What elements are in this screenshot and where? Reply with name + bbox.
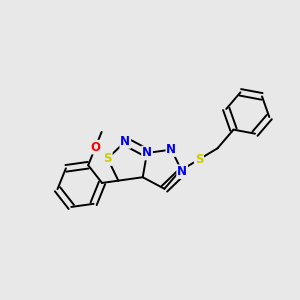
- Text: N: N: [167, 143, 176, 156]
- Text: N: N: [177, 165, 187, 178]
- Text: S: S: [195, 153, 203, 166]
- Text: N: N: [142, 146, 152, 160]
- Text: O: O: [91, 141, 100, 154]
- Text: N: N: [120, 135, 130, 148]
- Text: S: S: [103, 152, 112, 165]
